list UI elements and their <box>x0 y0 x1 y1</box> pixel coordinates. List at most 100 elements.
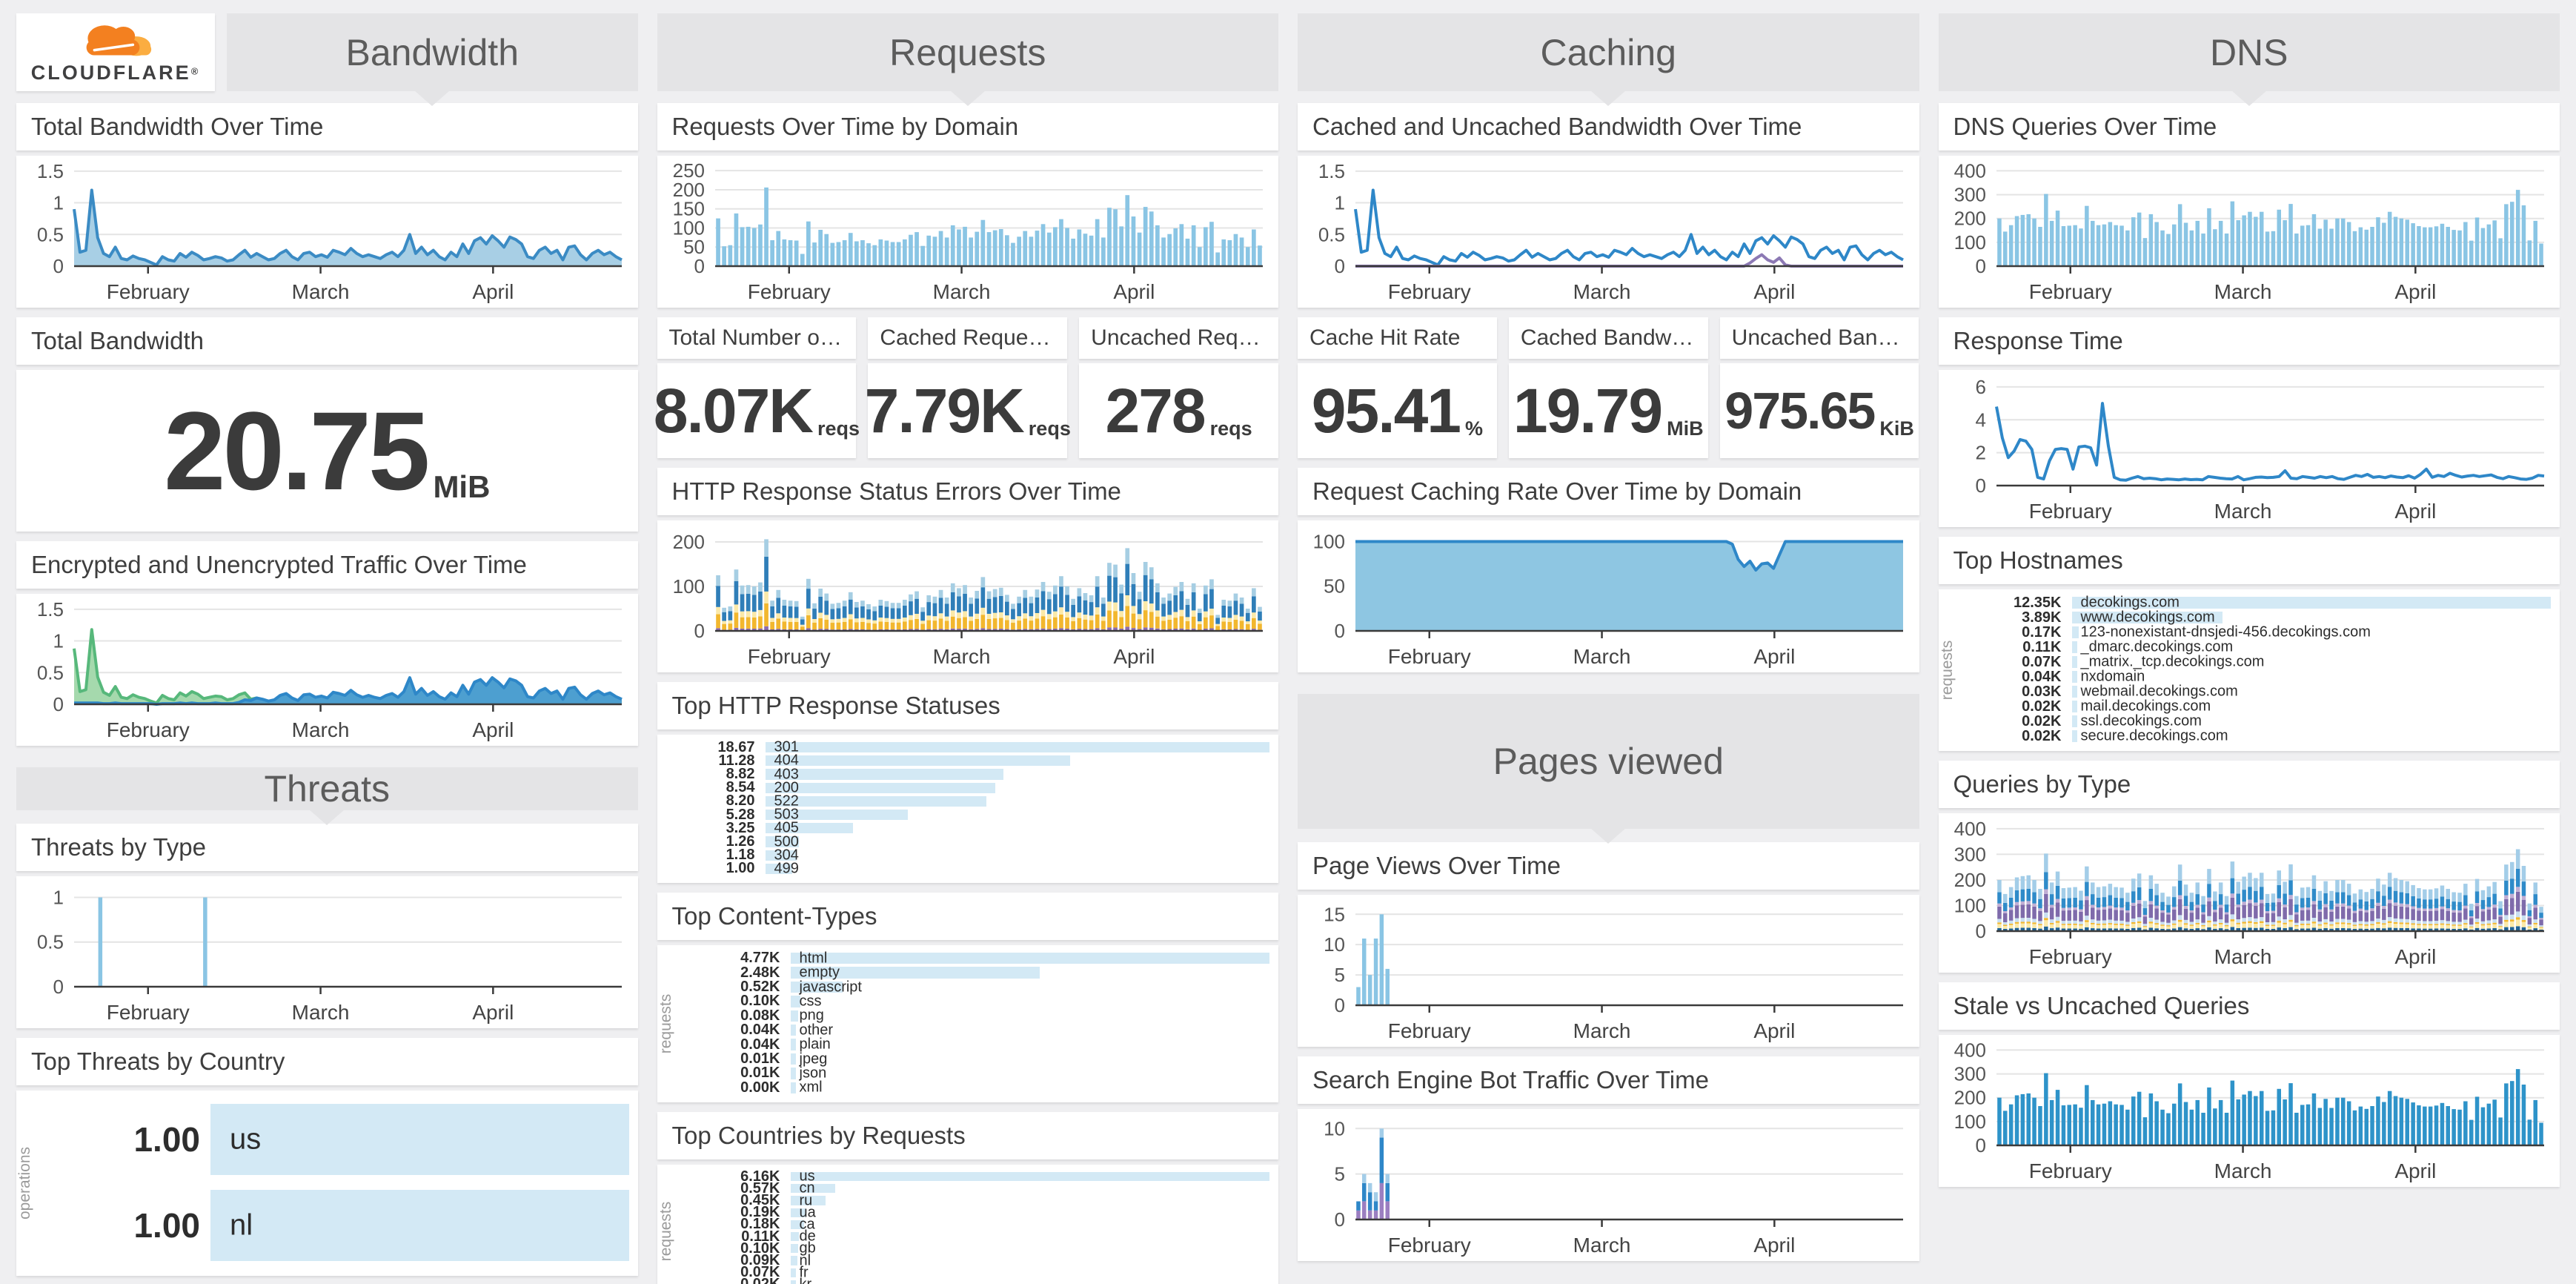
hbar-fill <box>790 1220 805 1230</box>
hbar-row: 3.89K www.decokings.com <box>1974 609 2552 626</box>
section-title: Bandwidth <box>345 31 519 73</box>
hbar-track: us <box>790 1168 1269 1185</box>
hbar-label: ssl.decokings.com <box>2080 712 2202 729</box>
queries-by-type-chart[interactable]: 0 100 200 300 400 February March April <box>1939 813 2560 973</box>
hbar-row: 1.00 us <box>52 1103 629 1176</box>
svg-text:10: 10 <box>1324 1117 1345 1139</box>
hbar-label: nxdomain <box>2080 668 2145 685</box>
svg-text:0.5: 0.5 <box>37 931 64 953</box>
hbar-label: cn <box>799 1179 815 1197</box>
hbar-row: 0.57K cn <box>693 1179 1270 1197</box>
response-time-chart[interactable]: 0 2 4 6 February March April <box>1939 370 2560 527</box>
hbar-value: 0.45K <box>740 1192 780 1209</box>
bandwidth-header-row: CLOUDFLARE® Bandwidth <box>16 13 638 106</box>
hbar-label: html <box>799 950 828 967</box>
hbar-track: 405 <box>765 820 1270 836</box>
hbar-label: us <box>799 1168 815 1185</box>
hbar-row: 0.10K css <box>693 993 1270 1009</box>
stat-title: Cache Hit Rate <box>1298 317 1497 359</box>
hbar-track: ca <box>790 1216 1270 1232</box>
hbar-track: 123-nonexistant-dnsjedi-456.decokings.co… <box>2071 624 2552 641</box>
panel-caching-rate: Request Caching Rate Over Time by Domain… <box>1298 468 1919 672</box>
hbar-value: 0.07K <box>2022 653 2062 670</box>
svg-text:April: April <box>2394 1159 2436 1182</box>
panel-requests-over-time: Requests Over Time by Domain 0 50 100 150 20… <box>657 103 1279 308</box>
section-title: Caching <box>1540 31 1676 73</box>
svg-text:March: March <box>932 280 990 303</box>
hbar-value: 3.25 <box>726 819 755 836</box>
threats-by-type-chart[interactable]: 0 0.5 1 February March April <box>16 876 638 1028</box>
caching-stat-row: Cache Hit Rate 95.41 % Cached Bandwidth … <box>1298 317 1919 458</box>
svg-text:February: February <box>2028 280 2111 303</box>
hbar-label: fr <box>799 1264 809 1281</box>
http-response-errors-chart[interactable]: 0 100 200 February March April <box>657 520 1279 672</box>
hbar-value: 8.54 <box>726 779 755 796</box>
total-bandwidth-over-time-chart[interactable]: 0 0.5 1 1.5 February March April <box>16 156 638 308</box>
hbar-track: ua <box>790 1204 1270 1220</box>
encrypted-unencrypted-traffic-chart[interactable]: 0 0.5 1 1.5 February March April <box>16 594 638 746</box>
stale-vs-uncached-queries-chart[interactable]: 0 100 200 300 400 February March April <box>1939 1035 2560 1187</box>
hbar-row: 8.20 522 <box>668 792 1270 809</box>
svg-text:200: 200 <box>1953 869 1985 891</box>
hbar-value: 1.26 <box>726 833 755 850</box>
stat-unit: KiB <box>1879 417 1914 440</box>
panel-title: Cached and Uncached Bandwidth Over Time <box>1298 103 1919 150</box>
top-countries-chart[interactable]: 6.16K us 0.57K cn 0.45K ru 0.19K ua 0.18K ca 0.11K… <box>693 1168 1270 1284</box>
page-views-over-time-chart[interactable]: 0 5 10 15 February March April <box>1298 895 1919 1047</box>
top-http-statuses-chart[interactable]: 18.67 301 11.28 404 8.82 403 8.54 200 8.20 522 5.2… <box>668 739 1270 876</box>
stat-unit: reqs <box>817 417 860 440</box>
svg-text:0: 0 <box>694 255 704 277</box>
hbar-fill <box>765 810 909 821</box>
panel-title: Encrypted and Unencrypted Traffic Over T… <box>16 541 638 589</box>
hbar-label: empty <box>799 964 840 981</box>
top-hostnames-chart[interactable]: 12.35K decokings.com 3.89K www.decokings.co… <box>1974 594 2552 744</box>
dns-queries-over-time-chart[interactable]: 0 100 200 300 400 February March April <box>1939 156 2560 308</box>
hbar-value: 0.11K <box>2022 638 2062 655</box>
section-header-threats: Threats <box>16 767 638 825</box>
hbar-value: 12.35K <box>2014 594 2062 611</box>
hbar-row: 0.03K webmail.decokings.com <box>1974 684 2552 700</box>
hbar-track: css <box>790 993 1270 1009</box>
svg-text:200: 200 <box>672 179 704 201</box>
panel-top-hostnames: Top Hostnames requests 12.35K decokings.c… <box>1938 537 2560 751</box>
svg-text:April: April <box>1753 1234 1795 1257</box>
panel-total-bandwidth-over-time: Total Bandwidth Over Time 0 0.5 1 1.5 Februa… <box>16 103 638 308</box>
panel-threats-by-type: Threats by Type 0 0.5 1 February March April <box>16 824 638 1028</box>
hbar-fill <box>790 967 1040 979</box>
section-header-bandwidth: Bandwidth <box>227 13 638 106</box>
hbar-value: 8.82 <box>726 766 755 783</box>
panel-title: Total Bandwidth <box>16 317 638 365</box>
hbar-fill <box>2071 597 2551 609</box>
hbar-value: 2.48K <box>740 964 780 981</box>
svg-text:10: 10 <box>1324 933 1345 956</box>
request-caching-rate-chart[interactable]: 0 50 100 February March April <box>1298 520 1919 672</box>
hbar-track: 200 <box>765 779 1270 795</box>
hbar-track: 404 <box>765 752 1270 769</box>
svg-text:1: 1 <box>53 630 64 652</box>
requests-over-time-chart[interactable]: 0 50 100 150 200 250 February March April <box>657 156 1279 308</box>
stat-value: 278 <box>1105 375 1206 446</box>
column-bandwidth: CLOUDFLARE® Bandwidth Total Bandwidth Ov… <box>16 13 638 1276</box>
svg-text:March: March <box>1573 1234 1631 1257</box>
stat-title: Total Number of Re… <box>657 317 857 359</box>
svg-text:0: 0 <box>1975 1134 1985 1156</box>
hbar-row: 0.01K json <box>693 1065 1270 1081</box>
hbar-fill <box>790 1053 797 1065</box>
svg-text:April: April <box>1113 645 1155 668</box>
cached-uncached-bandwidth-chart[interactable]: 0 0.5 1 1.5 February March April <box>1298 156 1919 308</box>
dns-header-row: DNS <box>1938 13 2560 106</box>
svg-text:300: 300 <box>1953 184 1985 206</box>
svg-text:100: 100 <box>1953 231 1985 254</box>
hbar-label: www.decokings.com <box>2080 609 2215 626</box>
column-dns: DNS DNS Queries Over Time 0 100 200 300 400 F… <box>1938 13 2560 1271</box>
top-threats-by-country-chart[interactable]: 1.00 us 1.00 nl <box>52 1096 629 1268</box>
hbar-fill <box>790 1184 835 1194</box>
top-content-types-chart[interactable]: 4.77K html 2.48K empty 0.52K javascript 0.10K c… <box>693 950 1270 1096</box>
hbar-row: 3.25 405 <box>668 819 1270 836</box>
hbar-track: us <box>210 1103 629 1176</box>
hbar-row: 0.11K de <box>693 1228 1270 1245</box>
requests-header-row: Requests <box>657 13 1278 106</box>
hbar-label: plain <box>799 1036 831 1053</box>
hbar-row: 0.18K ca <box>693 1216 1270 1232</box>
search-engine-bot-traffic-chart[interactable]: 0 5 10 February March April <box>1298 1109 1919 1261</box>
